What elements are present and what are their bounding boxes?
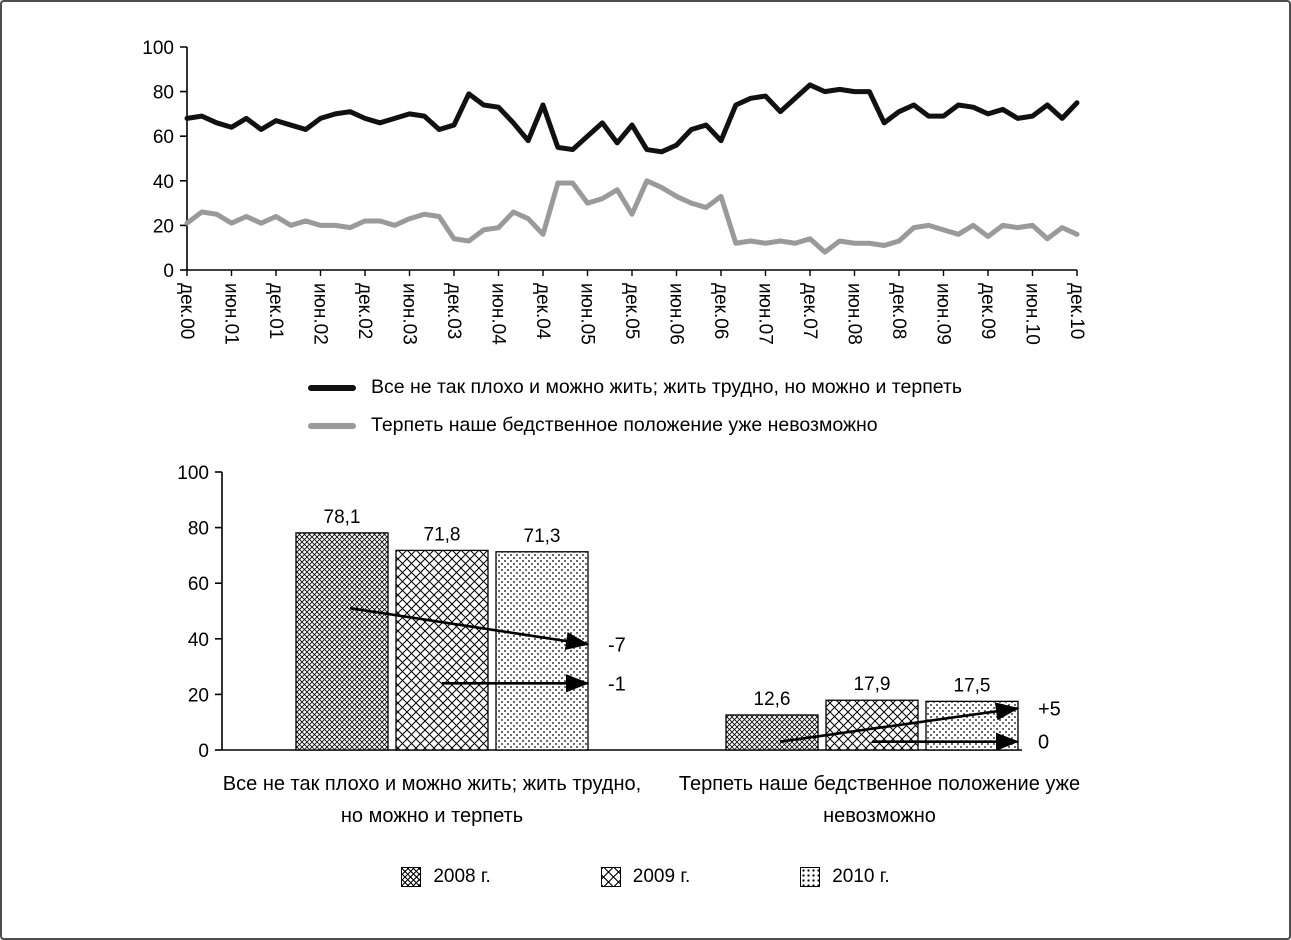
bar-value-label: 17,5 <box>954 675 991 696</box>
legend-item-2010: 2010 г. <box>800 866 890 888</box>
line-series-0 <box>184 82 1080 155</box>
legend-item-2008: 2008 г. <box>401 866 491 888</box>
line-series-1 <box>184 178 1080 255</box>
y-tick-label: 100 <box>177 463 209 484</box>
legend-label: Все не так плохо и можно жить; жить труд… <box>371 376 963 398</box>
bar-category-label-2: Терпеть наше бедственное положение уже н… <box>678 773 1081 827</box>
x-tick-label: дек.08 <box>888 283 909 339</box>
y-tick-label: 100 <box>142 38 174 59</box>
pattern-swatch-2010 <box>800 867 821 887</box>
bar-value-label: 17,9 <box>854 674 891 695</box>
line-chart: 0 20 40 60 80 100 дек.00 июн.01 дек.01 июн.02 дек.… <box>142 38 1087 345</box>
x-tick-label: июн.05 <box>577 283 598 345</box>
x-tick-label: июн.01 <box>221 283 242 345</box>
change-arrow <box>349 606 590 651</box>
x-tick-label: июн.09 <box>933 283 954 345</box>
x-tick-label: дек.05 <box>621 283 642 339</box>
change-annotation: -7 <box>608 634 626 656</box>
bar-value-label: 78,1 <box>324 507 361 528</box>
bar-category-label-1: Все не так плохо и можно жить; жить труд… <box>222 773 642 827</box>
y-tick-label: 0 <box>163 261 174 282</box>
y-tick-label: 40 <box>153 172 174 193</box>
change-annotation: 0 <box>1038 732 1049 754</box>
x-tick-label: июн.03 <box>399 283 420 345</box>
x-tick-label: июн.06 <box>666 283 687 345</box>
bar-2010-group0 <box>495 551 589 751</box>
x-tick-label: дек.01 <box>265 283 286 339</box>
x-tick-label: июн.07 <box>755 283 776 345</box>
bar-chart-legend: 2008 г. 2009 г. 2010 г. <box>2 866 1289 888</box>
legend-label: 2009 г. <box>632 866 691 887</box>
x-tick-label: июн.08 <box>844 283 865 345</box>
black-line-swatch <box>308 384 356 391</box>
bar-value-label: 71,3 <box>524 526 561 547</box>
change-arrow <box>779 702 1020 743</box>
change-annotation: +5 <box>1038 698 1061 720</box>
y-tick-label: 40 <box>188 630 209 651</box>
x-tick-label: дек.07 <box>799 283 820 339</box>
legend-label: 2010 г. <box>832 866 890 887</box>
pattern-swatch-2008 <box>401 867 422 887</box>
bar-2008-group0 <box>295 532 389 751</box>
x-tick-label: дек.03 <box>443 283 464 339</box>
y-tick-label: 60 <box>153 127 174 148</box>
x-tick-label: дек.10 <box>1066 283 1087 339</box>
bar-2009-group0 <box>395 549 489 751</box>
bar-2008-group1 <box>725 714 819 751</box>
change-annotation: -1 <box>608 673 626 695</box>
y-tick-label: 20 <box>188 685 209 706</box>
y-tick-label: 60 <box>188 574 209 595</box>
x-tick-label: дек.00 <box>176 283 197 339</box>
x-tick-label: дек.04 <box>532 283 553 340</box>
y-tick-label: 0 <box>198 741 209 762</box>
gray-line-swatch <box>308 422 356 429</box>
x-tick-label: дек.02 <box>354 283 375 339</box>
x-tick-label: июн.02 <box>310 283 331 345</box>
x-tick-label: июн.04 <box>488 283 509 345</box>
x-tick-label: дек.06 <box>710 283 731 339</box>
y-tick-label: 80 <box>188 519 209 540</box>
bar-value-label: 12,6 <box>754 689 791 710</box>
line-chart-legend: Все не так плохо и можно жить; жить труд… <box>308 376 962 452</box>
y-tick-label: 80 <box>153 83 174 104</box>
bar-value-label: 71,8 <box>424 524 461 545</box>
legend-item-2009: 2009 г. <box>600 866 691 888</box>
y-tick-label: 20 <box>153 216 174 237</box>
pattern-swatch-2009 <box>600 867 621 887</box>
x-tick-label: июн.10 <box>1022 283 1043 345</box>
x-tick-label: дек.09 <box>977 283 998 339</box>
bar-chart: 0 20 40 60 80 100 78,1 12,6 71,8 17,9 71,3 17,5 -7 -1… <box>177 463 1061 762</box>
legend-item-negative: Терпеть наше бедственное положение уже н… <box>308 414 962 437</box>
legend-item-positive: Все не так плохо и можно жить; жить труд… <box>308 376 962 399</box>
legend-label: 2008 г. <box>433 866 491 887</box>
legend-label: Терпеть наше бедственное положение уже н… <box>371 414 878 436</box>
